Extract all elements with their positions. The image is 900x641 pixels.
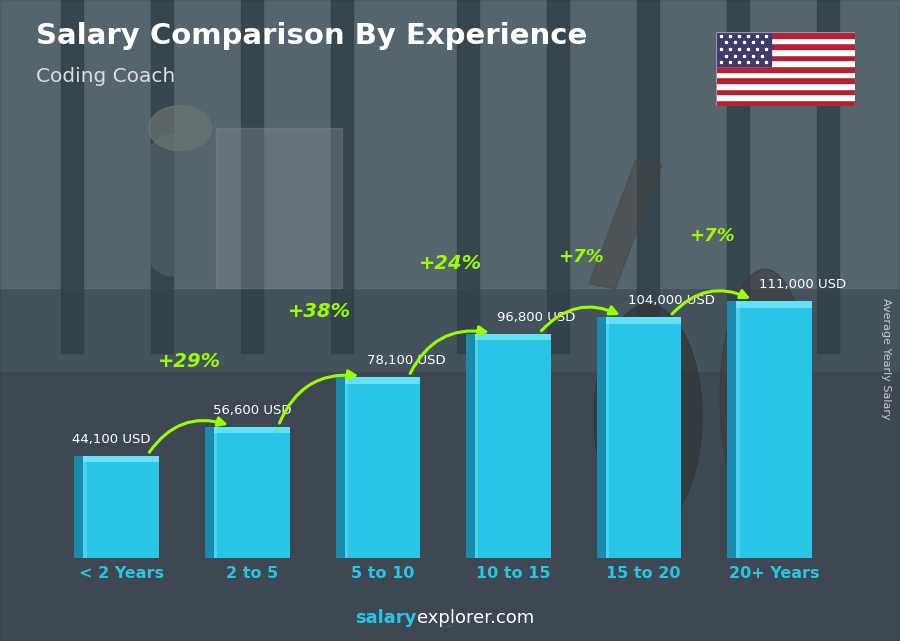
Text: 96,800 USD: 96,800 USD <box>498 311 576 324</box>
Bar <box>736 301 740 558</box>
Text: Coding Coach: Coding Coach <box>36 67 176 87</box>
Bar <box>590 160 662 288</box>
Bar <box>736 301 812 558</box>
Bar <box>457 0 479 353</box>
Bar <box>606 317 609 558</box>
Bar <box>637 0 659 353</box>
Bar <box>716 60 855 66</box>
Bar <box>716 49 855 54</box>
Text: Average Yearly Salary: Average Yearly Salary <box>880 298 891 420</box>
Text: Salary Comparison By Experience: Salary Comparison By Experience <box>36 22 587 51</box>
Bar <box>716 88 855 94</box>
Bar <box>817 0 839 353</box>
Bar <box>727 301 736 558</box>
Bar <box>716 32 855 38</box>
Text: 111,000 USD: 111,000 USD <box>759 278 846 291</box>
Bar <box>716 66 855 72</box>
Text: +29%: +29% <box>158 351 220 370</box>
Text: +38%: +38% <box>288 302 351 321</box>
Bar <box>716 44 855 49</box>
Bar <box>716 83 855 88</box>
Bar <box>716 38 855 44</box>
Text: 44,100 USD: 44,100 USD <box>72 433 150 445</box>
Bar <box>0 0 900 288</box>
Bar <box>241 0 263 353</box>
Bar <box>345 378 347 558</box>
Bar <box>466 334 475 558</box>
Bar <box>84 456 86 558</box>
Text: +24%: +24% <box>418 254 482 272</box>
Bar <box>345 378 420 558</box>
Text: 104,000 USD: 104,000 USD <box>628 294 715 307</box>
Bar <box>84 456 159 558</box>
Text: +7%: +7% <box>558 248 604 266</box>
Bar <box>84 456 159 462</box>
Bar <box>75 456 84 558</box>
Ellipse shape <box>135 135 207 276</box>
Bar <box>716 100 855 106</box>
Bar <box>214 427 217 558</box>
Bar <box>151 0 173 353</box>
Text: salary: salary <box>356 609 417 627</box>
Bar <box>606 317 681 558</box>
Bar <box>214 427 290 558</box>
Bar <box>216 128 342 288</box>
Bar <box>716 54 855 60</box>
Text: explorer.com: explorer.com <box>417 609 534 627</box>
Bar <box>214 427 290 433</box>
Text: #29c5e6: #29c5e6 <box>447 626 453 627</box>
Ellipse shape <box>594 304 702 529</box>
Bar <box>0 372 900 641</box>
Bar <box>716 72 855 78</box>
Bar <box>205 427 214 558</box>
Ellipse shape <box>720 269 810 526</box>
Bar <box>716 94 855 100</box>
Bar <box>597 317 606 558</box>
Bar <box>547 0 569 353</box>
Bar <box>475 334 479 558</box>
Bar <box>736 301 812 308</box>
Bar <box>716 32 771 66</box>
Circle shape <box>148 106 211 151</box>
Bar <box>345 378 420 384</box>
Bar <box>331 0 353 353</box>
Text: 78,100 USD: 78,100 USD <box>367 354 446 367</box>
Bar <box>336 378 345 558</box>
Bar <box>606 317 681 324</box>
Bar <box>727 0 749 353</box>
Bar <box>475 334 551 340</box>
Text: +7%: +7% <box>688 227 734 245</box>
Text: 56,600 USD: 56,600 USD <box>212 404 292 417</box>
Bar <box>475 334 551 558</box>
Bar <box>716 78 855 83</box>
Bar <box>61 0 83 353</box>
